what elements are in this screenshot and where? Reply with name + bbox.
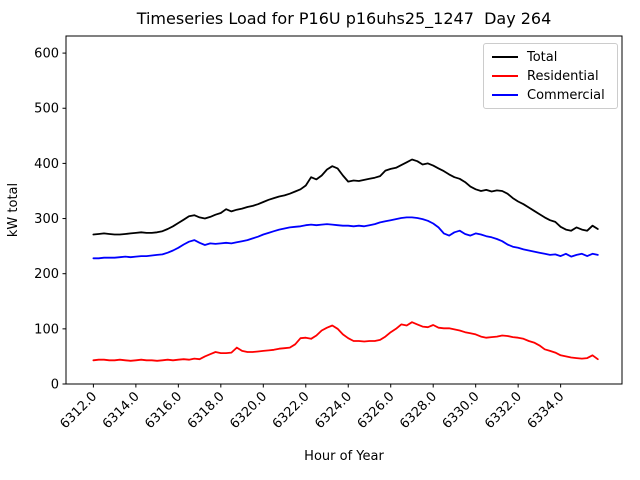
x-tick-label: 6312.0 <box>57 389 100 432</box>
x-tick-label: 6334.0 <box>525 389 568 432</box>
legend-label-commercial: Commercial <box>527 87 605 103</box>
legend-item-total: Total <box>492 49 609 65</box>
y-tick-label: 100 <box>34 322 59 337</box>
y-tick-label: 500 <box>34 102 59 117</box>
x-tick-label: 6330.0 <box>440 389 483 432</box>
x-tick-label: 6314.0 <box>100 389 143 432</box>
legend-label-residential: Residential <box>527 68 599 84</box>
legend-item-commercial: Commercial <box>492 87 609 103</box>
x-tick-label: 6316.0 <box>142 389 185 432</box>
x-tick-label: 6322.0 <box>270 389 313 432</box>
x-tick-label: 6326.0 <box>355 389 398 432</box>
x-axis-label: Hour of Year <box>304 449 384 464</box>
y-axis: 0 100 200 300 400 500 600 <box>34 47 66 393</box>
chart-title: Timeseries Load for P16U p16uhs25_1247 D… <box>136 9 552 28</box>
legend-item-residential: Residential <box>492 68 609 84</box>
series-line-total <box>92 158 599 236</box>
series-line-commercial <box>92 216 599 260</box>
axes-frame <box>65 35 623 385</box>
x-tick-label: 6320.0 <box>227 389 270 432</box>
x-tick-label: 6328.0 <box>397 389 440 432</box>
x-tick-label: 6332.0 <box>482 389 525 432</box>
y-tick-label: 400 <box>34 157 59 172</box>
legend: Total Residential Commercial <box>483 43 618 109</box>
series-line-residential <box>92 321 599 362</box>
x-tick-label: 6324.0 <box>312 389 355 432</box>
legend-line-sample-residential <box>492 75 518 77</box>
x-tick-label: 6318.0 <box>185 389 228 432</box>
y-tick-label: 200 <box>34 267 59 282</box>
legend-label-total: Total <box>527 49 558 65</box>
y-tick-label: 600 <box>34 47 59 62</box>
y-tick-label: 0 <box>51 378 59 393</box>
x-axis: 6312.0 6314.0 6316.0 6318.0 6320.0 6322.0 6324… <box>57 384 567 432</box>
legend-line-sample-total <box>492 56 518 58</box>
legend-line-sample-commercial <box>492 94 518 96</box>
y-tick-label: 300 <box>34 212 59 227</box>
